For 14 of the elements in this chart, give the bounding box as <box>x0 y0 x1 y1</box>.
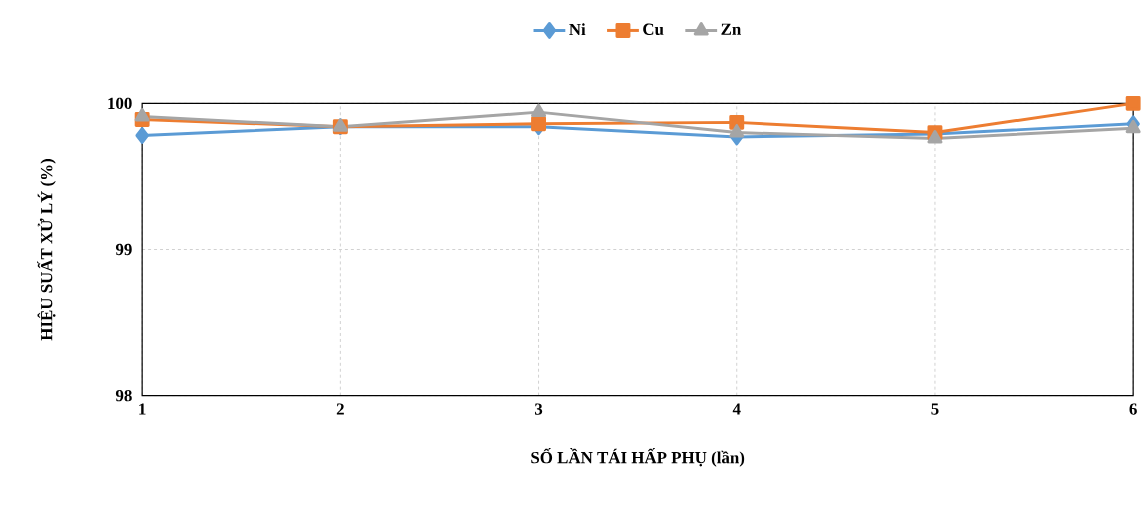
x-tick-label: 3 <box>534 403 543 415</box>
legend-label: Cu <box>643 23 664 36</box>
y-tick-label: 99 <box>115 243 132 256</box>
x-axis-title: SỐ LẦN TÁI HẤP PHỤ (lần) <box>531 448 745 467</box>
legend-label: Zn <box>721 23 742 35</box>
y-axis-title: HIỆU SUẤT XỬ LÝ (%) <box>37 159 56 341</box>
x-tick-label: 5 <box>931 403 939 415</box>
x-tick-label: 6 <box>1129 403 1137 415</box>
legend-label: Ni <box>569 23 586 36</box>
x-tick-label: 2 <box>336 403 344 415</box>
x-tick-label: 1 <box>139 403 146 415</box>
x-tick-label: 4 <box>732 403 741 415</box>
y-tick-label: 98 <box>115 389 132 402</box>
y-tick-label: 100 <box>108 97 132 110</box>
